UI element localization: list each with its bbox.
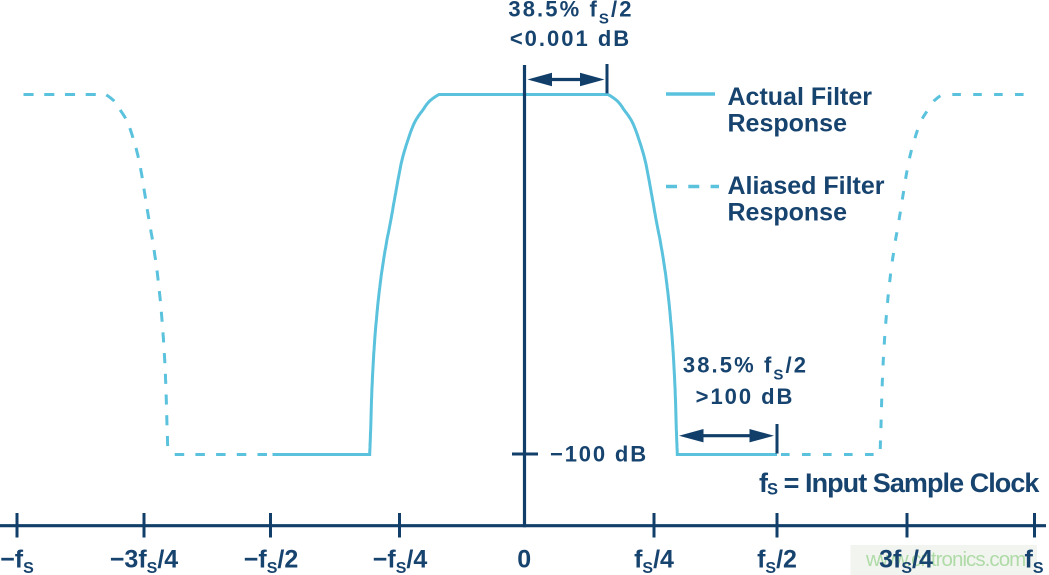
- svg-text:Response: Response: [728, 199, 848, 227]
- svg-text:fS​ = Input Sample Clock: fS​ = Input Sample Clock: [759, 468, 1040, 499]
- svg-text:−3fS​/4: −3fS​/4: [110, 546, 178, 575]
- svg-text:<0.001 dB: <0.001 dB: [510, 26, 631, 51]
- svg-text:fS​/4: fS​/4: [634, 546, 674, 575]
- svg-text:0: 0: [517, 546, 531, 574]
- svg-text:>100 dB: >100 dB: [696, 384, 795, 409]
- svg-text:−100 dB: −100 dB: [550, 442, 648, 467]
- svg-text:Response: Response: [728, 110, 848, 138]
- svg-text:www.cntronics.com: www.cntronics.com: [865, 548, 1025, 571]
- svg-text:Aliased Filter: Aliased Filter: [728, 172, 885, 200]
- svg-text:fS​/2: fS​/2: [757, 546, 797, 575]
- svg-text:Actual Filter: Actual Filter: [728, 83, 873, 111]
